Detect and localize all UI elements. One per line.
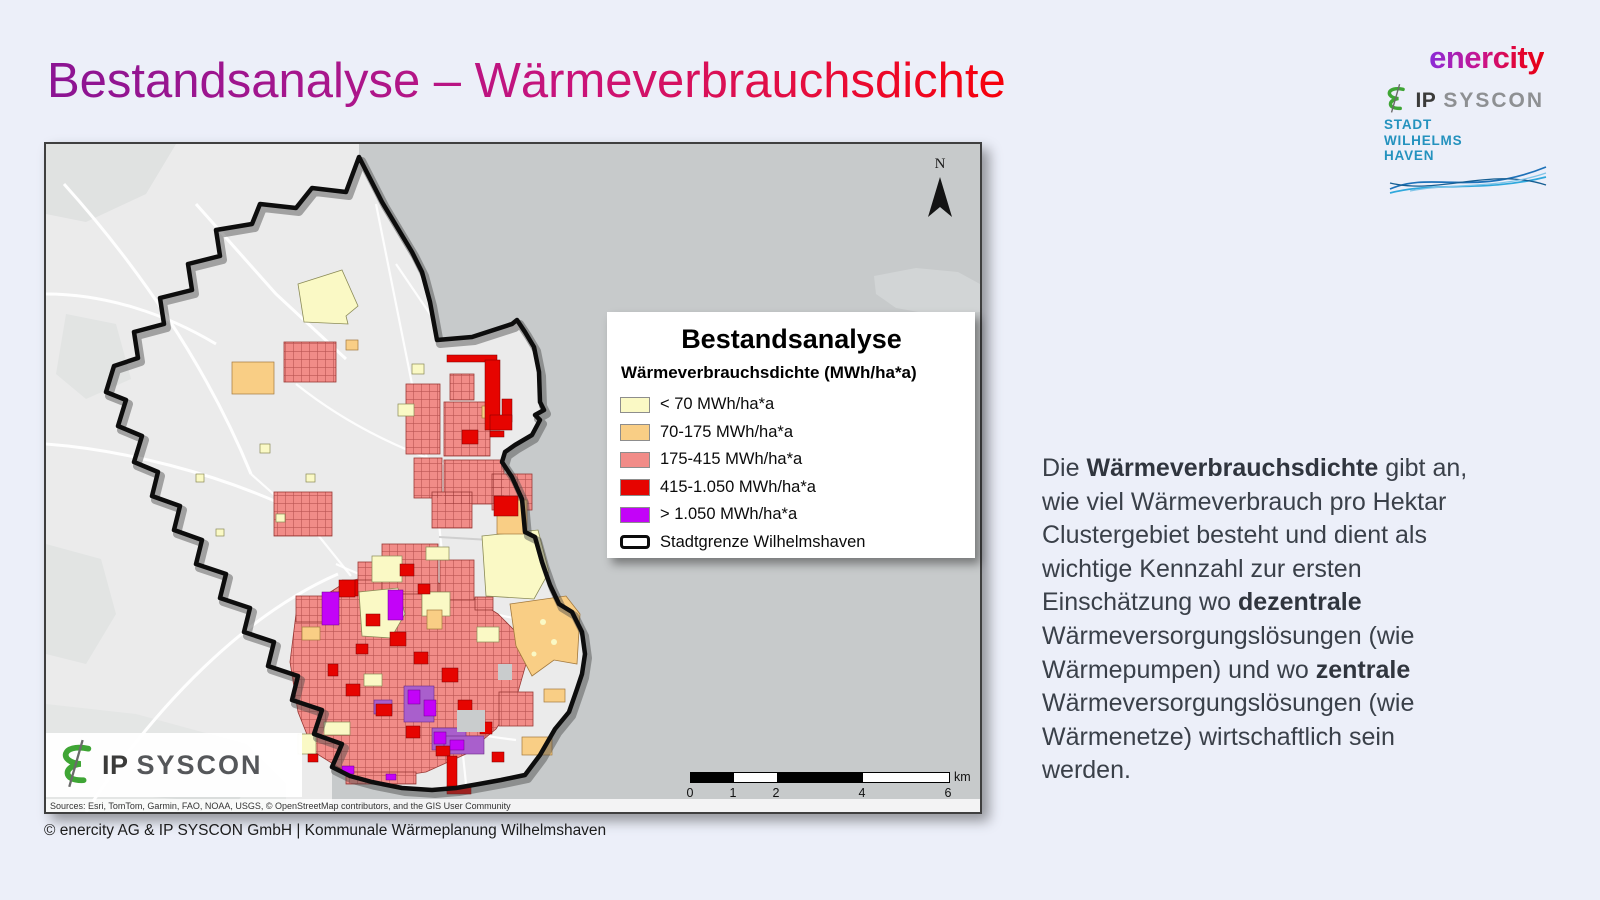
scale-label: 4 [858,786,866,800]
legend-item-label: 70-175 MWh/ha*a [660,422,793,441]
enercity-logo: enercity [1429,40,1544,75]
legend-item: 175-415 MWh/ha*a [620,446,975,474]
scale-label: 1 [729,786,737,800]
slide-footer: © enercity AG & IP SYSCON GmbH | Kommuna… [44,822,607,839]
legend-item-label: 415-1.050 MWh/ha*a [660,477,816,496]
legend-swatch [620,506,650,523]
description-line: Wärmepumpen) und wo zentrale [1042,655,1411,684]
stadt-logo-line: STADT [1384,117,1432,132]
legend-item: 415-1.050 MWh/ha*a [620,474,975,502]
legend-subtitle: Wärmeverbrauchsdichte (MWh/ha*a) [621,363,917,382]
north-arrow-icon [928,177,952,217]
legend-swatch [620,479,650,496]
corner-logo-ip: IP [102,749,129,780]
scale-bar-segment [777,773,863,782]
scale-bar: 0 1 2 4 6 km [686,770,980,804]
scale-label: 2 [772,786,780,800]
description-line: Einschätzung wo dezentrale [1042,588,1362,617]
stadt-logo-line: HAVEN [1384,148,1435,163]
legend-item: < 70 MWh/ha*a [620,391,975,419]
corner-logo-syscon: SYSCON [136,749,263,780]
legend-item: > 1.050 MWh/ha*a [620,501,975,529]
legend-item-label: > 1.050 MWh/ha*a [660,505,798,524]
scale-label: 6 [944,786,952,800]
legend-item: 70-175 MWh/ha*a [620,419,975,447]
legend-swatch [620,424,650,441]
description-line: wie viel Wärmeverbrauch pro Hektar [1042,487,1447,516]
description-line: Clustergebiet besteht und dient als [1042,521,1427,550]
ipsyscon-logo-syscon: SYSCON [1443,88,1544,112]
scale-bar-segment [691,773,734,782]
north-label: N [934,156,946,172]
description-line: Die Wärmeverbrauchsdichte gibt an, [1042,454,1468,482]
legend-item: Stadtgrenze Wilhelmshaven [620,529,975,557]
scale-unit: km [954,770,971,784]
ipsyscon-swirl-icon [54,738,96,793]
map-legend: Bestandsanalyse Wärmeverbrauchsdichte (M… [607,312,975,558]
legend-title: Bestandsanalyse [681,324,902,354]
scale-label: 0 [686,786,694,800]
description-line: Wärmenetze) wirtschaftlich sein [1042,722,1395,751]
ipsyscon-logo: IP SYSCON [1382,83,1544,118]
description-line: werden. [1042,756,1131,785]
ipsyscon-swirl-icon [1382,83,1408,118]
description-line: Wärmeversorgungslösungen (wie [1042,621,1415,650]
stadt-wilhelmshaven-logo: STADT WILHELMS HAVEN [1384,117,1547,197]
description-line: Wärmeversorgungslösungen (wie [1042,689,1415,718]
stadt-logo-waves [1389,166,1547,194]
legend-swatch [620,396,650,413]
page-title: Bestandsanalyse – Wärmeverbrauchsdichte [47,54,1006,108]
scale-bar-segment [863,773,949,782]
map-corner-logo: IP SYSCON [46,733,302,797]
sources-credit: Sources: Esri, TomTom, Garmin, FAO, NOAA… [46,799,980,812]
legend-item-label: 175-415 MWh/ha*a [660,450,803,469]
north-arrow: N [926,156,954,228]
legend-swatch [620,451,650,468]
description-text: Die Wärmeverbrauchsdichte gibt an, wie vi… [1042,452,1522,788]
description-line: wichtige Kennzahl zur ersten [1042,554,1362,583]
stadt-logo-line: WILHELMS [1384,132,1463,148]
scale-bar-segment [734,773,777,782]
legend-swatch [620,535,650,550]
scale-bar-track [690,772,950,783]
legend-item-label: Stadtgrenze Wilhelmshaven [660,532,866,551]
legend-item-label: < 70 MWh/ha*a [660,395,775,414]
map-panel: N Bestandsanalyse Wärmeverbrauchsdichte … [44,142,982,814]
ipsyscon-logo-ip: IP [1415,88,1437,112]
